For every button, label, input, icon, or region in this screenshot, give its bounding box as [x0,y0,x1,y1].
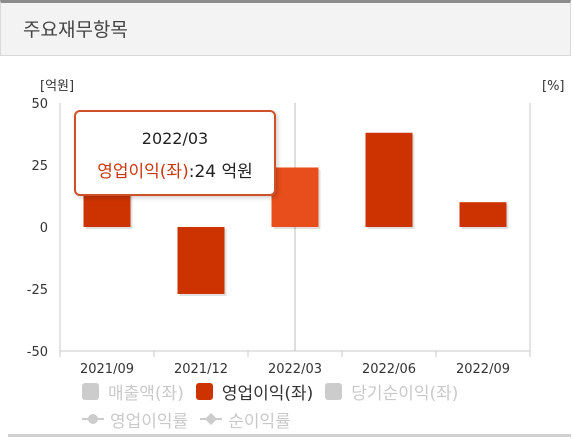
bar-2021-09 [83,192,131,227]
legend-label: 당기순이익(좌) [351,383,459,404]
tooltip-value: 24 억원 [194,162,253,182]
chart-tooltip: 2022/03 영업이익(좌):24 억원 [74,110,276,196]
tooltip-line: 영업이익(좌):24 억원 [97,162,253,182]
tooltip-series-name: 영업이익(좌) [97,162,189,182]
x-tick-label: 2022/09 [456,362,510,377]
right-axis-unit: [%] [542,79,565,94]
legend-swatch-icon [82,382,99,400]
x-tick-label: 2022/06 [362,362,416,377]
x-tick-label: 2021/12 [174,362,228,377]
legend-swatch-icon [195,382,213,400]
legend-row-bars: 매출액(좌) 영업이익(좌) 당기순이익(좌) [82,377,470,405]
legend-item-operating-margin[interactable]: 영업이익률 [82,407,188,432]
bar-2022-09 [459,202,507,227]
legend-swatch-icon [325,382,343,400]
diamond-line-icon [200,413,223,425]
bottom-divider [8,434,571,437]
legend-item-net-income[interactable]: 당기순이익(좌) [325,379,458,404]
legend-label: 영업이익률 [110,411,189,432]
legend-item-operating-profit[interactable]: 영업이익(좌) [195,379,314,404]
y-tick-label: 50 [31,97,48,112]
x-tick-label: 2021/09 [80,362,134,377]
tooltip-date: 2022/03 [141,129,209,148]
legend-item-net-margin[interactable]: 순이익률 [200,407,291,432]
circle-line-icon [82,414,104,424]
panel-title: 주요재무항목 [23,19,128,41]
legend: 매출액(좌) 영업이익(좌) 당기순이익(좌) 영업이익률 [82,377,470,433]
y-tick-label: 0 [40,221,48,236]
legend-item-revenue[interactable]: 매출액(좌) [82,379,184,404]
legend-label: 영업이익(좌) [221,383,314,404]
bar-2022-06 [365,132,413,227]
legend-row-lines: 영업이익률 순이익률 [82,405,470,433]
x-tick-label: 2022/03 [268,362,322,377]
bar-2021-12 [177,227,225,294]
bar-2022-03 [271,167,319,227]
y-tick-label: -50 [27,345,48,360]
y-tick-label: 25 [31,159,48,174]
legend-label: 순이익률 [228,411,291,432]
y-tick-label: -25 [27,283,48,298]
legend-label: 매출액(좌) [108,383,184,404]
left-axis-unit: [억원] [40,79,74,94]
panel-header: 주요재무항목 [0,0,571,56]
